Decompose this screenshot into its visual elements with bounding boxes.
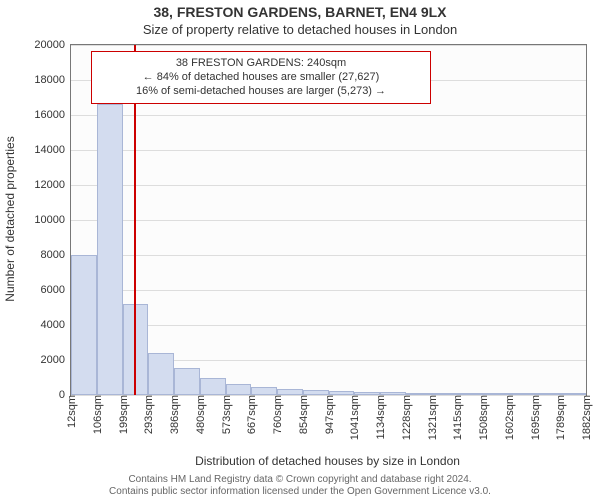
x-axis-label: Distribution of detached houses by size …	[70, 454, 585, 468]
y-tick-label: 4000	[41, 319, 71, 331]
x-tick-label: 1415sqm	[450, 395, 464, 440]
x-tick-label: 12sqm	[64, 395, 78, 428]
x-tick-label: 199sqm	[116, 395, 130, 434]
x-tick-label: 947sqm	[322, 395, 336, 434]
chart-footer: Contains HM Land Registry data © Crown c…	[0, 474, 600, 498]
x-tick-label: 1508sqm	[476, 395, 490, 440]
legend-line-2: ← 84% of detached houses are smaller (27…	[104, 71, 418, 85]
x-tick-label: 1695sqm	[528, 395, 542, 440]
x-tick-label: 1321sqm	[425, 395, 439, 440]
y-tick-label: 12000	[34, 179, 71, 191]
x-tick-label: 293sqm	[141, 395, 155, 434]
gridline	[71, 255, 586, 256]
gridline	[71, 45, 586, 46]
gridline	[71, 325, 586, 326]
x-tick-label: 573sqm	[219, 395, 233, 434]
x-tick-label: 760sqm	[270, 395, 284, 434]
x-tick-label: 1602sqm	[502, 395, 516, 440]
x-tick-label: 480sqm	[193, 395, 207, 434]
x-tick-label: 386sqm	[167, 395, 181, 434]
y-tick-label: 20000	[34, 39, 71, 51]
y-tick-label: 10000	[34, 214, 71, 226]
gridline	[71, 115, 586, 116]
y-axis-label: Number of detached properties	[3, 136, 17, 301]
histogram-bar	[71, 255, 97, 395]
chart-container: 38, FRESTON GARDENS, BARNET, EN4 9LX Siz…	[0, 0, 600, 500]
gridline	[71, 290, 586, 291]
chart-subtitle: Size of property relative to detached ho…	[0, 22, 600, 37]
histogram-bar	[200, 378, 226, 396]
x-tick-label: 1789sqm	[553, 395, 567, 440]
footer-line-1: Contains HM Land Registry data © Crown c…	[128, 474, 471, 485]
legend-box: 38 FRESTON GARDENS: 240sqm← 84% of detac…	[91, 51, 431, 104]
x-tick-label: 106sqm	[90, 395, 104, 434]
histogram-bar	[226, 384, 252, 395]
histogram-bar	[251, 387, 277, 395]
legend-line-1: 38 FRESTON GARDENS: 240sqm	[104, 57, 418, 71]
y-tick-label: 16000	[34, 109, 71, 121]
histogram-bar	[148, 353, 174, 395]
x-tick-label: 667sqm	[244, 395, 258, 434]
y-tick-label: 18000	[34, 74, 71, 86]
y-tick-label: 8000	[41, 249, 71, 261]
gridline	[71, 150, 586, 151]
y-tick-label: 14000	[34, 144, 71, 156]
x-tick-label: 1228sqm	[399, 395, 413, 440]
x-tick-label: 1134sqm	[373, 395, 387, 439]
gridline	[71, 220, 586, 221]
x-tick-label: 1882sqm	[579, 395, 593, 440]
footer-line-2: Contains public sector information licen…	[109, 486, 491, 497]
histogram-bar	[174, 368, 200, 395]
x-tick-label: 1041sqm	[347, 395, 361, 440]
y-tick-label: 2000	[41, 354, 71, 366]
gridline	[71, 185, 586, 186]
chart-title: 38, FRESTON GARDENS, BARNET, EN4 9LX	[0, 4, 600, 20]
histogram-bar	[97, 104, 123, 395]
plot-area: 0200040006000800010000120001400016000180…	[70, 44, 587, 396]
y-tick-label: 6000	[41, 284, 71, 296]
legend-line-3: 16% of semi-detached houses are larger (…	[104, 85, 418, 99]
x-tick-label: 854sqm	[296, 395, 310, 434]
